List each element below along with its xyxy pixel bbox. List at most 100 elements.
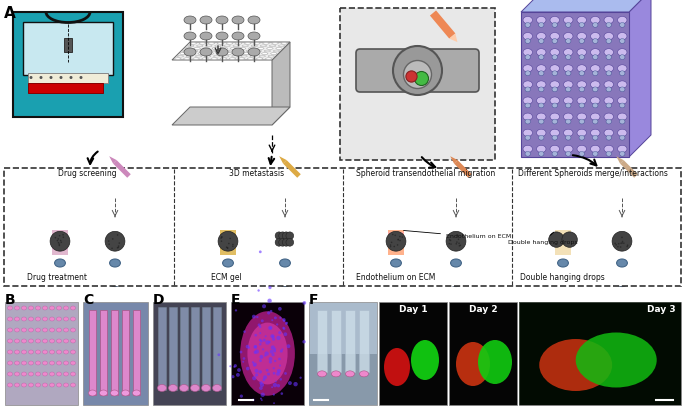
Circle shape xyxy=(273,347,277,350)
Bar xyxy=(236,196,244,200)
Bar xyxy=(404,196,412,200)
Ellipse shape xyxy=(201,384,210,391)
Ellipse shape xyxy=(248,16,260,24)
Ellipse shape xyxy=(224,45,230,47)
Ellipse shape xyxy=(523,81,532,88)
Circle shape xyxy=(393,234,395,235)
Ellipse shape xyxy=(21,328,27,332)
Ellipse shape xyxy=(577,113,586,120)
Ellipse shape xyxy=(56,383,62,387)
Circle shape xyxy=(276,332,279,335)
Ellipse shape xyxy=(240,47,246,49)
Ellipse shape xyxy=(577,129,586,137)
Circle shape xyxy=(290,317,292,319)
Circle shape xyxy=(277,360,281,364)
Text: C: C xyxy=(83,293,93,307)
Ellipse shape xyxy=(71,350,75,354)
Circle shape xyxy=(79,76,82,79)
Ellipse shape xyxy=(232,32,244,40)
Circle shape xyxy=(393,238,395,240)
Bar xyxy=(220,200,236,255)
Circle shape xyxy=(286,399,289,402)
Polygon shape xyxy=(172,42,290,60)
Bar xyxy=(606,196,614,200)
Circle shape xyxy=(273,346,277,349)
Text: Endothelium on ECM: Endothelium on ECM xyxy=(356,273,436,282)
Ellipse shape xyxy=(523,145,532,153)
Ellipse shape xyxy=(579,119,584,124)
Bar xyxy=(630,200,634,259)
Circle shape xyxy=(230,246,232,248)
Circle shape xyxy=(286,311,290,316)
Ellipse shape xyxy=(564,16,573,24)
Bar xyxy=(133,310,140,395)
Bar xyxy=(216,255,240,259)
Ellipse shape xyxy=(550,16,560,24)
Bar xyxy=(110,276,120,284)
Ellipse shape xyxy=(281,43,287,44)
Ellipse shape xyxy=(318,371,327,377)
Circle shape xyxy=(271,337,275,341)
Ellipse shape xyxy=(42,372,47,376)
Ellipse shape xyxy=(617,33,627,40)
Circle shape xyxy=(455,247,457,249)
Ellipse shape xyxy=(237,50,243,52)
Circle shape xyxy=(273,325,275,326)
Text: E: E xyxy=(231,293,240,307)
Ellipse shape xyxy=(200,32,212,40)
Bar xyxy=(331,310,341,372)
Ellipse shape xyxy=(274,264,296,278)
Ellipse shape xyxy=(593,151,598,156)
Circle shape xyxy=(282,232,290,240)
Ellipse shape xyxy=(215,45,221,47)
Ellipse shape xyxy=(248,48,260,56)
Ellipse shape xyxy=(619,135,625,140)
Circle shape xyxy=(279,238,286,246)
Circle shape xyxy=(239,348,242,351)
Ellipse shape xyxy=(523,129,532,137)
Circle shape xyxy=(258,324,262,328)
Ellipse shape xyxy=(538,103,544,108)
Circle shape xyxy=(280,327,284,331)
Ellipse shape xyxy=(71,383,75,387)
Ellipse shape xyxy=(577,145,586,153)
Bar xyxy=(99,196,107,200)
Circle shape xyxy=(288,353,290,354)
Polygon shape xyxy=(521,12,629,157)
Ellipse shape xyxy=(64,372,68,376)
Ellipse shape xyxy=(552,119,558,124)
Ellipse shape xyxy=(240,311,295,396)
Circle shape xyxy=(59,236,60,238)
Ellipse shape xyxy=(21,350,27,354)
Circle shape xyxy=(264,326,268,329)
Bar xyxy=(555,230,571,255)
Ellipse shape xyxy=(593,135,598,140)
Ellipse shape xyxy=(64,328,68,332)
Ellipse shape xyxy=(238,58,245,60)
Bar xyxy=(340,8,495,160)
Ellipse shape xyxy=(550,145,560,153)
Ellipse shape xyxy=(190,384,199,391)
Circle shape xyxy=(275,232,283,240)
Circle shape xyxy=(256,391,257,393)
Circle shape xyxy=(279,313,281,315)
Circle shape xyxy=(286,238,294,246)
Circle shape xyxy=(269,354,271,356)
Circle shape xyxy=(267,378,270,380)
Circle shape xyxy=(253,363,255,364)
Circle shape xyxy=(229,247,232,248)
Circle shape xyxy=(229,245,232,247)
Ellipse shape xyxy=(64,350,68,354)
Circle shape xyxy=(457,247,459,249)
Ellipse shape xyxy=(552,135,558,140)
Ellipse shape xyxy=(566,135,571,140)
Ellipse shape xyxy=(550,129,560,137)
Circle shape xyxy=(281,343,284,346)
Ellipse shape xyxy=(523,33,532,40)
Circle shape xyxy=(119,237,120,238)
Ellipse shape xyxy=(29,383,34,387)
Ellipse shape xyxy=(221,47,227,49)
Ellipse shape xyxy=(56,350,62,354)
Ellipse shape xyxy=(36,383,40,387)
Circle shape xyxy=(264,343,269,347)
